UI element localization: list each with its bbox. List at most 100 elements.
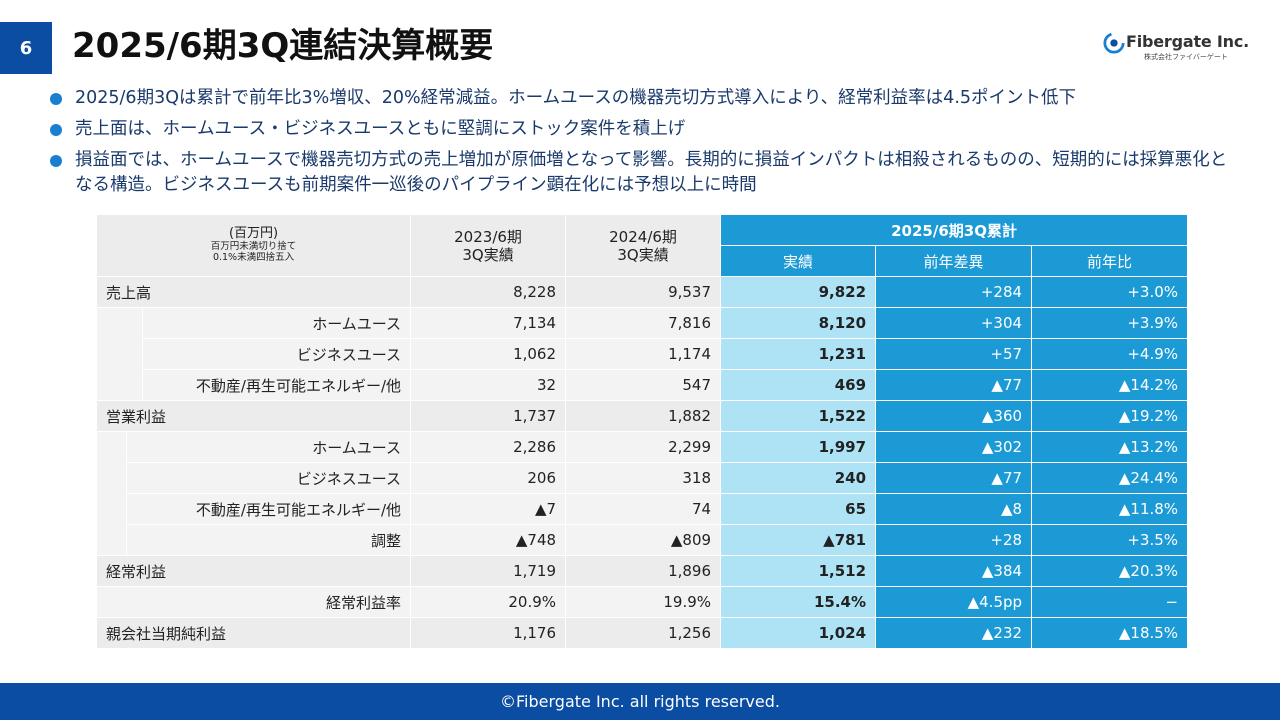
cell-yoy-ratio: ▲18.5% bbox=[1031, 617, 1189, 649]
table-row: 経常利益 1,719 1,896 1,512 ▲384 ▲20.3% bbox=[95, 555, 1189, 587]
cell-fy2023: 1,062 bbox=[410, 338, 567, 370]
cell-fy2024: 9,537 bbox=[565, 276, 722, 308]
cell-actual: 1,522 bbox=[720, 400, 877, 432]
cell-yoy-ratio: ▲24.4% bbox=[1031, 462, 1189, 494]
cell-actual: 1,231 bbox=[720, 338, 877, 370]
cell-fy2023: 7,134 bbox=[410, 307, 567, 339]
header-unit-note: 百万円未満切り捨て bbox=[210, 241, 297, 253]
cell-yoy-ratio: ▲14.2% bbox=[1031, 369, 1189, 401]
logo-subtitle: 株式会社ファイバーゲート bbox=[1144, 53, 1228, 61]
table-row: ビジネスユース 1,062 1,174 1,231 +57 +4.9% bbox=[97, 338, 1189, 370]
cell-actual: 1,512 bbox=[720, 555, 877, 587]
table-row: 調整 ▲748 ▲809 ▲781 +28 +3.5% bbox=[97, 524, 1189, 556]
cell-actual: 65 bbox=[720, 493, 877, 525]
row-label: 経常利益 bbox=[95, 555, 412, 587]
cell-fy2023: 8,228 bbox=[410, 276, 567, 308]
header-unit: (百万円) bbox=[228, 226, 279, 242]
bullet-text: 損益面では、ホームユースで機器売切方式の売上増加が原価増となって影響。長期的に損… bbox=[75, 150, 1228, 195]
bullet-dot-icon bbox=[50, 155, 62, 167]
cell-yoy-diff: ▲384 bbox=[875, 555, 1033, 587]
table-row: ビジネスユース 206 318 240 ▲77 ▲24.4% bbox=[97, 462, 1189, 494]
row-label: ホームユース bbox=[141, 307, 412, 339]
cell-fy2023: 1,737 bbox=[410, 400, 567, 432]
cell-fy2023: 32 bbox=[410, 369, 567, 401]
row-label: 売上高 bbox=[95, 276, 412, 308]
row-label: ホームユース bbox=[125, 431, 412, 463]
header-fy2025-group: 2025/6期3Q累計 bbox=[720, 214, 1189, 246]
bullet-item: 売上面は、ホームユース・ビジネスユースともに堅調にストック案件を積上げ bbox=[48, 117, 1228, 142]
cell-yoy-diff: +304 bbox=[875, 307, 1033, 339]
row-label: 営業利益 bbox=[95, 400, 412, 432]
cell-yoy-ratio: +4.9% bbox=[1031, 338, 1189, 370]
cell-fy2024: 1,256 bbox=[565, 617, 722, 649]
cell-yoy-ratio: ▲11.8% bbox=[1031, 493, 1189, 525]
table-row: 売上高 8,228 9,537 9,822 +284 +3.0% bbox=[95, 276, 1189, 308]
page-title: 2025/6期3Q連結決算概要 bbox=[72, 26, 494, 66]
cell-yoy-ratio: − bbox=[1031, 586, 1189, 618]
table-row: 不動産/再生可能エネルギー/他 ▲7 74 65 ▲8 ▲11.8% bbox=[97, 493, 1189, 525]
cell-yoy-diff: ▲77 bbox=[875, 369, 1033, 401]
cell-yoy-diff: +284 bbox=[875, 276, 1033, 308]
cell-fy2023: 1,719 bbox=[410, 555, 567, 587]
cell-fy2023: 20.9% bbox=[410, 586, 567, 618]
header-fy2023-period: 2023/6期 bbox=[454, 227, 522, 246]
row-label: 経常利益率 bbox=[95, 586, 412, 618]
header-yoy-diff: 前年差異 bbox=[875, 245, 1033, 277]
logo-name: Fibergate Inc. bbox=[1126, 32, 1250, 51]
cell-actual: 15.4% bbox=[720, 586, 877, 618]
cell-fy2023: 206 bbox=[410, 462, 567, 494]
cell-yoy-ratio: ▲20.3% bbox=[1031, 555, 1189, 587]
header-fy2024-type: 3Q実績 bbox=[617, 245, 669, 264]
header-fy2024: 2024/6期 3Q実績 bbox=[565, 214, 722, 277]
table-row: 親会社当期純利益 1,176 1,256 1,024 ▲232 ▲18.5% bbox=[95, 617, 1189, 649]
cell-yoy-diff: ▲360 bbox=[875, 400, 1033, 432]
cell-fy2024: 74 bbox=[565, 493, 722, 525]
table-row: 営業利益 1,737 1,882 1,522 ▲360 ▲19.2% bbox=[95, 400, 1189, 432]
bullet-text: 2025/6期3Qは累計で前年比3%増収、20%経常減益。ホームユースの機器売切… bbox=[75, 88, 1077, 108]
cell-actual: 1,024 bbox=[720, 617, 877, 649]
indent-spacer bbox=[96, 431, 127, 556]
cell-fy2024: 1,882 bbox=[565, 400, 722, 432]
financial-summary-table: (百万円) 百万円未満切り捨て 0.1%未満四捨五入 2023/6期 3Q実績 … bbox=[95, 214, 1189, 649]
row-label: 調整 bbox=[125, 524, 412, 556]
cell-actual: ▲781 bbox=[720, 524, 877, 556]
cell-yoy-diff: ▲77 bbox=[875, 462, 1033, 494]
header-unit-note: 0.1%未満四捨五入 bbox=[212, 251, 295, 263]
cell-fy2024: 7,816 bbox=[565, 307, 722, 339]
cell-fy2023: ▲7 bbox=[410, 493, 567, 525]
page-number: 6 bbox=[0, 22, 52, 74]
cell-yoy-diff: ▲302 bbox=[875, 431, 1033, 463]
cell-actual: 9,822 bbox=[720, 276, 877, 308]
cell-fy2023: 2,286 bbox=[410, 431, 567, 463]
cell-yoy-ratio: ▲13.2% bbox=[1031, 431, 1189, 463]
table-row: ホームユース 7,134 7,816 8,120 +304 +3.9% bbox=[96, 307, 1189, 401]
cell-yoy-ratio: ▲19.2% bbox=[1031, 400, 1189, 432]
table-row: 不動産/再生可能エネルギー/他 32 547 469 ▲77 ▲14.2% bbox=[97, 369, 1189, 401]
bullet-item: 損益面では、ホームユースで機器売切方式の売上増加が原価増となって影響。長期的に損… bbox=[48, 148, 1228, 198]
cell-yoy-diff: +28 bbox=[875, 524, 1033, 556]
cell-yoy-diff: +57 bbox=[875, 338, 1033, 370]
cell-fy2023: ▲748 bbox=[410, 524, 567, 556]
copyright-footer: ©Fibergate Inc. all rights reserved. bbox=[0, 683, 1280, 720]
row-label: 不動産/再生可能エネルギー/他 bbox=[125, 493, 412, 525]
cell-yoy-diff: ▲232 bbox=[875, 617, 1033, 649]
cell-fy2024: 19.9% bbox=[565, 586, 722, 618]
header-actual: 実績 bbox=[720, 245, 877, 277]
table-row: ホームユース 2,286 2,299 1,997 ▲302 ▲13.2% bbox=[96, 431, 1189, 556]
header-fy2023-type: 3Q実績 bbox=[462, 245, 514, 264]
row-label: 親会社当期純利益 bbox=[95, 617, 412, 649]
bullet-dot-icon bbox=[50, 93, 62, 105]
cell-yoy-diff: ▲8 bbox=[875, 493, 1033, 525]
cell-yoy-ratio: +3.5% bbox=[1031, 524, 1189, 556]
cell-actual: 1,997 bbox=[720, 431, 877, 463]
bullet-text: 売上面は、ホームユース・ビジネスユースともに堅調にストック案件を積上げ bbox=[75, 119, 686, 139]
header-fy2024-period: 2024/6期 bbox=[609, 227, 677, 246]
row-label: ビジネスユース bbox=[125, 462, 412, 494]
cell-fy2023: 1,176 bbox=[410, 617, 567, 649]
cell-actual: 469 bbox=[720, 369, 877, 401]
header-yoy-ratio: 前年比 bbox=[1031, 245, 1189, 277]
cell-fy2024: 547 bbox=[565, 369, 722, 401]
cell-fy2024: 1,174 bbox=[565, 338, 722, 370]
cell-fy2024: 318 bbox=[565, 462, 722, 494]
table-row: 経常利益率 20.9% 19.9% 15.4% ▲4.5pp − bbox=[95, 586, 1189, 618]
